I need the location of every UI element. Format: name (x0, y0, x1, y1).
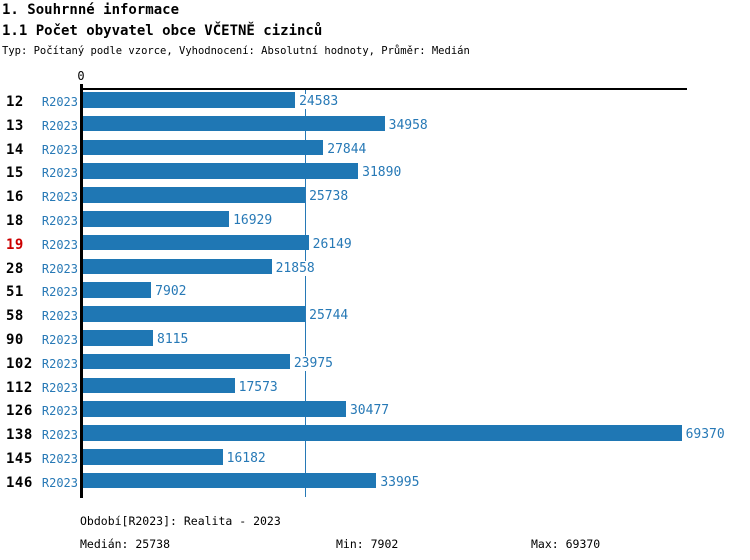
value-label: 21858 (273, 260, 317, 276)
row-id-label: 146 (6, 474, 33, 491)
bar (83, 449, 223, 465)
row-id-label: 28 (6, 260, 24, 277)
series-label: R2023 (41, 333, 78, 347)
bar (83, 115, 385, 132)
row-id-label: 51 (6, 284, 24, 301)
series-label: R2023 (41, 214, 78, 228)
bar (83, 211, 230, 227)
bar (83, 187, 306, 203)
series-label: R2023 (41, 261, 78, 276)
row-id-label: 15 (6, 165, 24, 182)
series-label: R2023 (41, 452, 78, 466)
series-label: R2023 (41, 166, 78, 181)
bar (83, 353, 290, 370)
section-title: 1. Souhrnné informace (2, 2, 180, 18)
series-label: R2023 (41, 428, 78, 443)
row-id-label: 14 (6, 141, 24, 158)
bar (83, 377, 235, 394)
bar (83, 139, 324, 156)
value-label: 25744 (307, 308, 351, 324)
series-label: R2023 (41, 309, 78, 324)
value-label: 17573 (236, 379, 280, 395)
value-label: 23975 (291, 355, 335, 371)
value-label: 27844 (325, 141, 369, 157)
value-label: 8115 (155, 332, 191, 347)
bar (83, 282, 152, 298)
value-label: 33995 (378, 474, 422, 490)
series-label: R2023 (41, 285, 78, 300)
row-id-label: 126 (6, 403, 33, 420)
bar (83, 425, 682, 441)
max-summary-label: Max: 69370 (531, 537, 601, 551)
series-label: R2023 (41, 475, 78, 490)
indicator-title: 1.1 Počet obyvatel obce VČETNĚ cizinců (2, 23, 323, 39)
bar (83, 401, 346, 417)
value-label: 31890 (360, 165, 404, 181)
bar (83, 234, 309, 251)
row-id-label: 90 (6, 332, 24, 348)
row-id-label: 13 (6, 117, 24, 134)
min-summary-label: Min: 7902 (336, 537, 399, 551)
value-label: 26149 (310, 236, 354, 252)
series-label: R2023 (41, 190, 78, 205)
x-axis-line (80, 88, 687, 90)
bar (83, 306, 306, 322)
value-label: 34958 (386, 117, 430, 133)
bar (83, 92, 296, 108)
series-label: R2023 (41, 380, 78, 395)
row-id-label: 102 (6, 355, 33, 372)
value-label: 69370 (683, 427, 727, 443)
row-id-label: 112 (6, 379, 33, 396)
row-id-label: 58 (6, 308, 24, 325)
y-axis-line (80, 84, 83, 498)
bar (83, 472, 377, 489)
row-id-label: 145 (6, 451, 33, 467)
series-label: R2023 (41, 142, 78, 157)
series-label: R2023 (41, 404, 78, 419)
row-id-label: 16 (6, 189, 24, 206)
chart-subtitle: Typ: Počítaný podle vzorce, Vyhodnocení:… (2, 45, 470, 57)
series-label: R2023 (41, 118, 78, 133)
median-line (305, 90, 306, 497)
median-summary-label: Medián: 25738 (80, 537, 171, 551)
series-label: R2023 (41, 237, 78, 252)
value-label: 25738 (307, 189, 351, 205)
row-id-label: 18 (6, 213, 24, 229)
value-label: 30477 (347, 403, 392, 419)
x-axis-zero-tick-label: 0 (77, 69, 85, 83)
value-label: 16929 (231, 213, 275, 228)
value-label: 16182 (224, 451, 268, 466)
value-label: 7902 (153, 284, 189, 300)
value-label: 24583 (297, 94, 341, 109)
bar (83, 258, 272, 275)
series-label: R2023 (41, 356, 78, 371)
bar (83, 330, 153, 346)
row-id-label: 19 (6, 236, 24, 253)
series-label: R2023 (41, 95, 78, 109)
period-label: Období[R2023]: Realita - 2023 (80, 514, 281, 528)
row-id-label: 12 (6, 94, 24, 110)
bar (83, 163, 359, 179)
row-id-label: 138 (6, 427, 33, 444)
